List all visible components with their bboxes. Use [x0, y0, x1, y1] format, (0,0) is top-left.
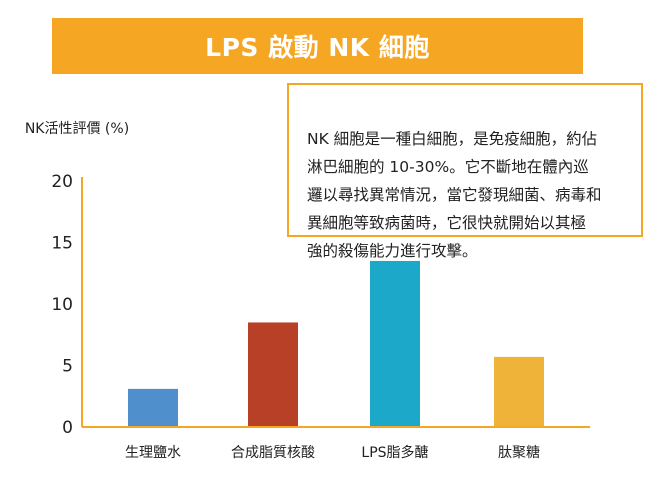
title-text: LPS 啟動 NK 細胞: [205, 33, 430, 62]
x-tick-label: LPS脂多醣: [361, 444, 428, 461]
y-tick-label: 10: [51, 295, 73, 315]
callout-text: NK 細胞是一種白細胞，是免疫細胞，約佔 淋巴細胞的 10-30%。它不斷地在體…: [307, 130, 602, 260]
x-tick-label: 生理鹽水: [125, 445, 181, 461]
y-tick-label: 5: [62, 357, 73, 377]
y-axis-title: NK活性評價 (%): [24, 121, 130, 137]
x-tick-label: 肽聚糖: [498, 445, 540, 461]
callout-box: NK 細胞是一種白細胞，是免疫細胞，約佔 淋巴細胞的 10-30%。它不斷地在體…: [287, 83, 643, 260]
y-tick-label: 15: [51, 234, 73, 254]
x-tick-label: 合成脂質核酸: [231, 445, 315, 461]
bar-1: [248, 322, 298, 427]
y-tick-label: 0: [62, 418, 73, 438]
title-banner: LPS 啟動 NK 細胞: [52, 18, 583, 74]
bar-0: [128, 388, 178, 427]
bar-2: [370, 260, 420, 427]
y-tick-label: 20: [51, 172, 73, 192]
bar-3: [494, 356, 544, 427]
